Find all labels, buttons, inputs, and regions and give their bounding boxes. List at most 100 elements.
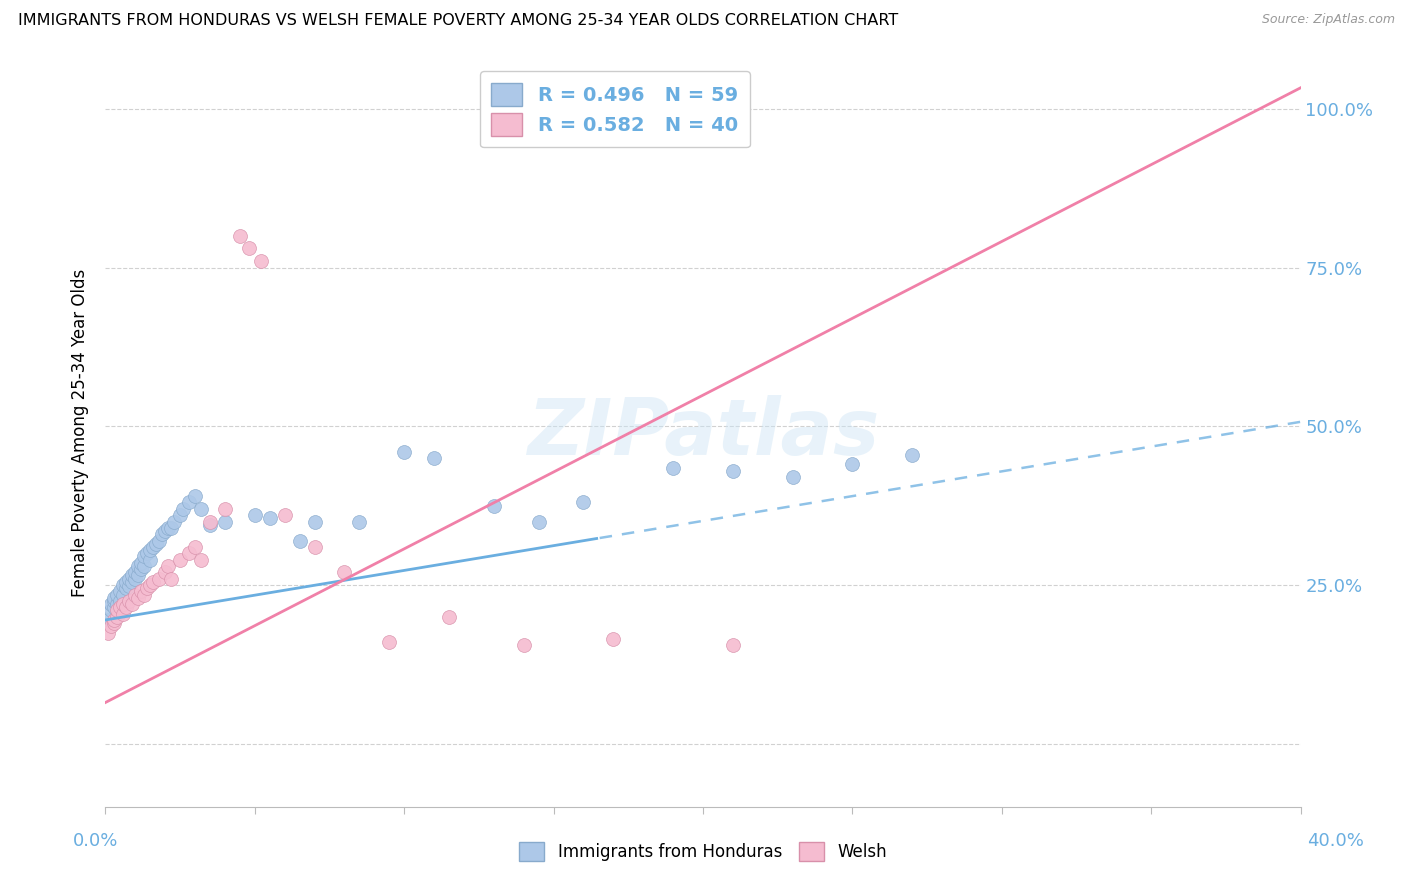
Point [250, 254, 273, 268]
Point [139, 578, 162, 592]
Point [527, 515, 550, 529]
Point [134, 558, 156, 573]
Point [155, 524, 177, 538]
Point [142, 574, 165, 589]
Point [163, 515, 186, 529]
Text: 40.0%: 40.0% [1308, 831, 1364, 849]
Point [112, 578, 135, 592]
Point [243, 508, 266, 523]
Point [177, 546, 201, 560]
Point [482, 499, 505, 513]
Point [103, 591, 125, 605]
Point [304, 515, 326, 529]
Point [394, 444, 416, 458]
Point [259, 511, 281, 525]
Point [97, 625, 120, 640]
Point [129, 584, 153, 599]
Text: IMMIGRANTS FROM HONDURAS VS WELSH FEMALE POVERTY AMONG 25-34 YEAR OLDS CORRELATI: IMMIGRANTS FROM HONDURAS VS WELSH FEMALE… [18, 13, 898, 29]
Point [118, 572, 141, 586]
Point [127, 568, 149, 582]
Point [437, 609, 460, 624]
Point [148, 533, 170, 548]
Point [124, 566, 146, 580]
Point [134, 588, 156, 602]
Point [103, 616, 125, 631]
Point [129, 556, 153, 570]
Point [190, 501, 212, 516]
Point [304, 540, 326, 554]
Point [107, 603, 129, 617]
Point [349, 515, 371, 529]
Point [901, 448, 924, 462]
Point [602, 632, 624, 646]
Point [112, 588, 135, 602]
Point [142, 540, 165, 554]
Point [136, 546, 159, 560]
Point [214, 501, 236, 516]
Point [110, 594, 132, 608]
Point [184, 489, 207, 503]
Point [238, 242, 260, 256]
Point [110, 600, 132, 615]
Point [273, 508, 295, 523]
Point [378, 635, 401, 649]
Point [184, 540, 207, 554]
Point [229, 228, 252, 243]
Point [157, 521, 180, 535]
Point [103, 600, 125, 615]
Text: Source: ZipAtlas.com: Source: ZipAtlas.com [1261, 13, 1395, 27]
Text: ZIPatlas: ZIPatlas [527, 394, 879, 471]
Point [721, 464, 744, 478]
Point [129, 562, 153, 576]
Point [662, 460, 685, 475]
Point [100, 597, 122, 611]
Point [169, 508, 191, 523]
Point [139, 552, 162, 566]
Point [115, 581, 138, 595]
Point [97, 613, 120, 627]
Point [721, 638, 744, 652]
Point [134, 549, 156, 564]
Point [841, 458, 863, 472]
Legend: R = 0.496   N = 59, R = 0.582   N = 40: R = 0.496 N = 59, R = 0.582 N = 40 [479, 71, 749, 147]
Point [198, 515, 221, 529]
Point [288, 533, 311, 548]
Point [172, 501, 194, 516]
Point [160, 572, 183, 586]
Point [124, 588, 146, 602]
Point [198, 517, 221, 532]
Point [423, 450, 446, 465]
Point [107, 597, 129, 611]
Point [103, 613, 125, 627]
Point [121, 574, 143, 589]
Point [155, 566, 177, 580]
Point [118, 579, 141, 593]
Point [214, 515, 236, 529]
Point [121, 597, 143, 611]
Point [572, 495, 595, 509]
Point [145, 537, 167, 551]
Point [121, 568, 143, 582]
Point [513, 638, 536, 652]
Point [115, 574, 138, 589]
Point [136, 581, 159, 595]
Point [160, 521, 183, 535]
Point [127, 558, 149, 573]
Point [127, 591, 149, 605]
Point [100, 603, 122, 617]
Point [107, 588, 129, 602]
Point [169, 552, 191, 566]
Point [148, 572, 170, 586]
Point [157, 558, 180, 573]
Legend: Immigrants from Honduras, Welsh: Immigrants from Honduras, Welsh [513, 835, 893, 868]
Point [115, 600, 138, 615]
Point [150, 527, 173, 541]
Point [103, 594, 125, 608]
Point [177, 495, 201, 509]
Point [782, 470, 804, 484]
Point [118, 594, 141, 608]
Point [100, 619, 122, 633]
Point [124, 572, 146, 586]
Point [107, 609, 129, 624]
Point [139, 543, 162, 558]
